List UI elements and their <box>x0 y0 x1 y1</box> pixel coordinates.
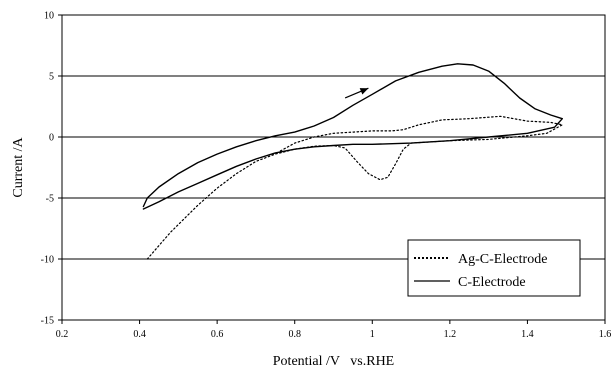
data-series <box>142 63 563 260</box>
y-axis-label: Current /A <box>11 136 26 197</box>
y-tick-label-0: -15 <box>41 316 54 327</box>
y-tick-label-1: -10 <box>41 255 54 266</box>
plot-frame <box>61 14 606 321</box>
y-tick-label-2: -5 <box>46 194 54 205</box>
series-line-ag-c-electrode <box>146 115 563 260</box>
x-axis-label: Potential /V vs.RHE <box>273 354 394 369</box>
x-tick-label-7: 1.6 <box>599 329 612 340</box>
x-tick-label-1: 0.4 <box>133 329 146 340</box>
x-tick-label-4: 1 <box>370 329 375 340</box>
y-tick-label-4: 5 <box>49 72 54 83</box>
legend-label-ag-c-electrode: Ag-C-Electrode <box>458 252 547 267</box>
x-tick-label-2: 0.6 <box>211 329 224 340</box>
x-tick-label-3: 0.8 <box>288 329 301 340</box>
x-tick-label-6: 1.4 <box>521 329 534 340</box>
legend: Ag-C-Electrode C-Electrode <box>407 239 581 297</box>
grid-lines <box>62 75 605 260</box>
x-tick-label-5: 1.2 <box>444 329 457 340</box>
y-tick-label-3: 0 <box>49 133 54 144</box>
legend-label-c-electrode: C-Electrode <box>458 275 526 290</box>
x-tick-label-0: 0.2 <box>56 329 69 340</box>
series-line-c-electrode <box>142 63 563 210</box>
y-tick-label-5: 10 <box>44 11 54 22</box>
legend-box <box>407 239 581 297</box>
annotations <box>344 87 369 99</box>
annotation-arrow-head-0 <box>359 88 369 95</box>
axis-ticks: -15 -10 -5 0 5 10 0.2 0.4 0.6 0.8 1 1.2 1.4 1.6 <box>41 11 612 341</box>
